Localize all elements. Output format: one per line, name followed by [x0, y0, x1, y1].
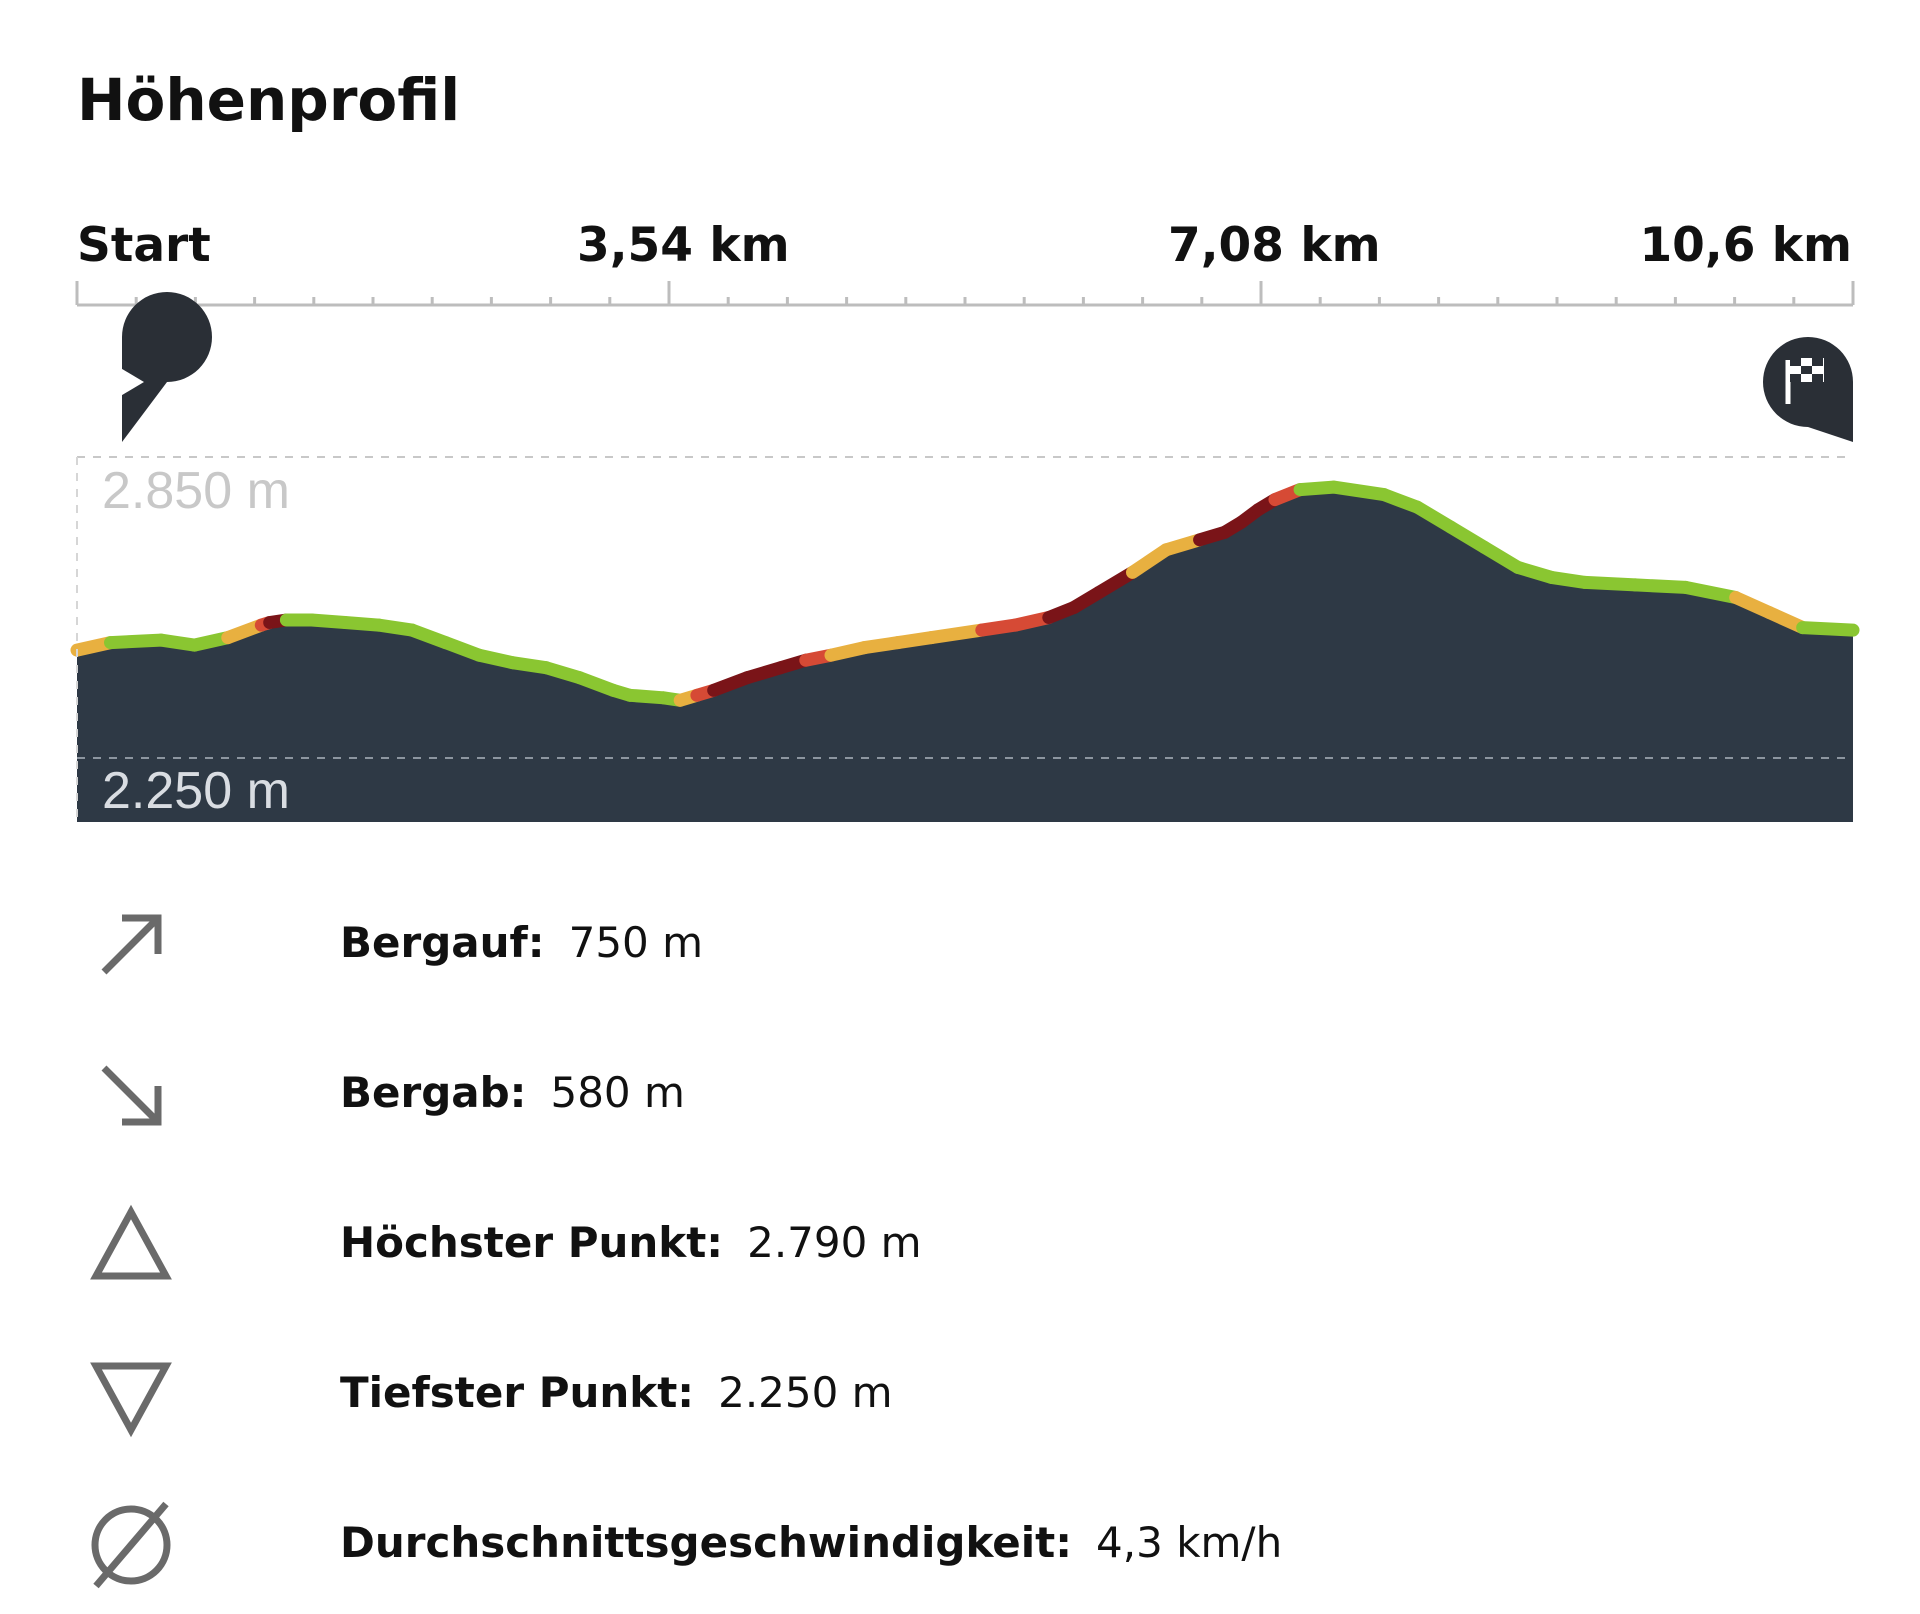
elevation-profile-line [70, 480, 1860, 707]
stat-lowest-point: Tiefster Punkt: 2.250 m [0, 1350, 1920, 1460]
stat-value: 2.250 m [718, 1368, 893, 1417]
elevation-area [77, 487, 1853, 822]
elevation-min-label: 2.250 m [102, 762, 290, 820]
profile-segment [1327, 480, 1391, 502]
stat-label: Bergauf: [340, 918, 545, 967]
profile-segment [104, 633, 168, 650]
stat-highest-point: Höchster Punkt: 2.790 m [0, 1200, 1920, 1310]
profile-segment [925, 623, 989, 645]
distance-label-2: 7,08 km [1168, 218, 1381, 273]
stat-value: 580 m [550, 1068, 685, 1117]
stat-descent: Bergab: 580 m [0, 1050, 1920, 1160]
stat-average-speed: Durchschnittsgeschwindigkeit: 4,3 km/h [0, 1500, 1920, 1610]
profile-segment [1628, 578, 1692, 594]
average-icon [91, 1501, 171, 1589]
distance-label-end: 10,6 km [1639, 218, 1852, 273]
stat-value: 4,3 km/h [1096, 1518, 1283, 1567]
distance-label-1: 3,54 km [577, 218, 790, 273]
stat-label: Durchschnittsgeschwindigkeit: [340, 1518, 1073, 1567]
stat-label: Höchster Punkt: [340, 1218, 724, 1267]
finish-marker[interactable] [1763, 337, 1853, 442]
play-icon [107, 360, 144, 404]
distance-ruler [75, 281, 1855, 307]
profile-segment [1092, 565, 1139, 599]
stat-label: Bergab: [340, 1068, 527, 1117]
triangle-down-icon [90, 1362, 172, 1438]
profile-segment [1126, 543, 1173, 579]
profile-segment [1796, 621, 1860, 637]
profile-segment [1477, 540, 1525, 574]
elevation-max-label: 2.850 m [102, 462, 290, 520]
profile-segment [1578, 575, 1642, 592]
profile-segment [1444, 520, 1491, 554]
profile-segment [1410, 500, 1458, 534]
elevation-profile-chart: 2.850 m 2.250 m [70, 281, 1860, 822]
finish-flag-icon [1785, 358, 1824, 404]
start-marker[interactable] [107, 292, 212, 442]
profile-segment [1679, 580, 1743, 604]
stat-label: Tiefster Punkt: [340, 1368, 695, 1417]
stat-ascent: Bergauf: 750 m [0, 900, 1920, 1010]
arrow-up-right-icon [101, 914, 162, 975]
distance-label-start: Start [77, 218, 211, 273]
arrow-down-right-icon [101, 1065, 162, 1126]
page-title: Höhenprofil [77, 66, 461, 134]
stat-value: 750 m [568, 918, 704, 967]
triangle-up-icon [90, 1204, 172, 1280]
stat-value: 2.790 m [747, 1218, 922, 1267]
